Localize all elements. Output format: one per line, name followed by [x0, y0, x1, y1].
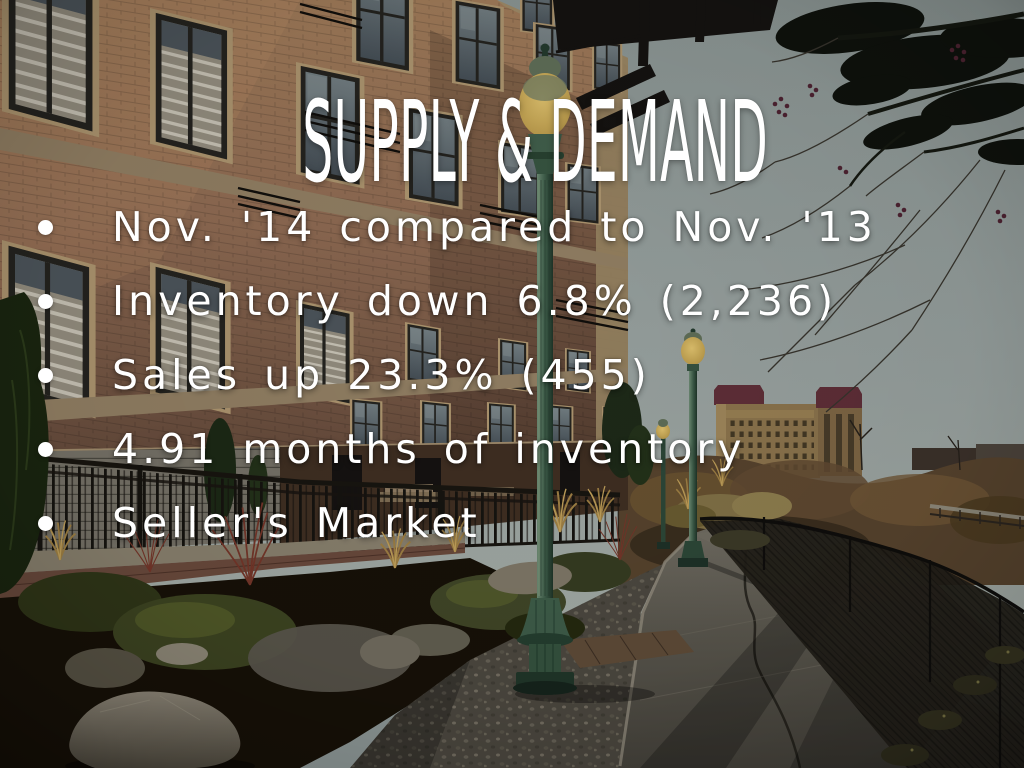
- bullet-list: Nov. '14 compared to Nov. '13 Inventory …: [36, 190, 877, 560]
- bullet-text: Sales up 23.3% (455): [112, 351, 651, 399]
- bullet-dot: [38, 367, 53, 383]
- bullet-text: 4.91 months of inventory: [112, 425, 746, 473]
- bullet-item: Inventory down 6.8% (2,236): [36, 264, 877, 338]
- bullet-text: Seller's Market: [112, 499, 481, 547]
- bullet-item: Sales up 23.3% (455): [36, 338, 877, 412]
- bullet-text: Nov. '14 compared to Nov. '13: [112, 203, 877, 251]
- bullet-dot: [38, 515, 53, 531]
- bullet-dot: [38, 293, 53, 309]
- bullet-text: Inventory down 6.8% (2,236): [112, 277, 838, 325]
- bullet-item: Seller's Market: [36, 486, 877, 560]
- bullet-dot: [38, 219, 53, 235]
- bullet-dot: [38, 441, 53, 457]
- bullet-item: 4.91 months of inventory: [36, 412, 877, 486]
- bullet-item: Nov. '14 compared to Nov. '13: [36, 190, 877, 264]
